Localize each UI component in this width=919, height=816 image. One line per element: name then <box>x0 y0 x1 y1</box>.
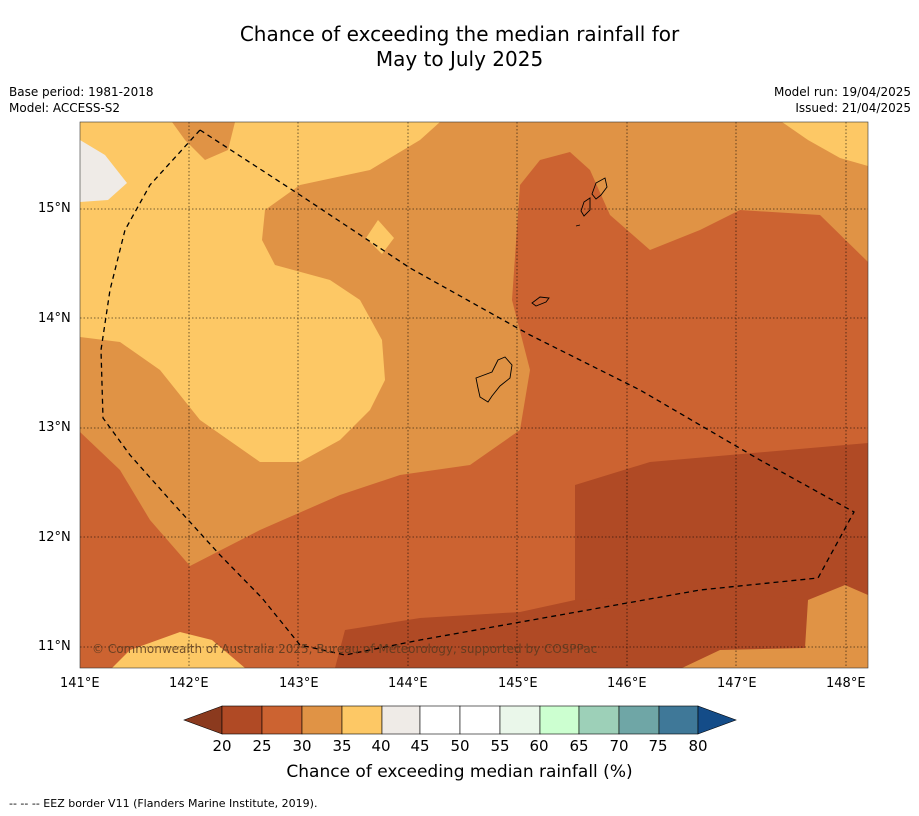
eez-footnote: -- -- -- EEZ border V11 (Flanders Marine… <box>9 797 318 810</box>
cbar-label-75: 75 <box>648 737 668 755</box>
colorbar-extend-low <box>183 705 223 735</box>
zone-30-35-notch <box>172 122 235 160</box>
cbar-label-50: 50 <box>450 737 470 755</box>
colorbar-bin-45-50 <box>419 705 461 735</box>
title-line-2: May to July 2025 <box>375 47 544 71</box>
zone-40-45 <box>80 140 127 202</box>
island-rota <box>531 296 550 307</box>
lon-tick-147: 147°E <box>717 676 757 691</box>
colorbar-bin-55-60 <box>499 705 541 735</box>
island-saipan <box>591 177 608 200</box>
lon-tick-142: 142°E <box>169 676 209 691</box>
island-guam <box>475 356 513 403</box>
colorbar-bin-70-75 <box>618 705 660 735</box>
islands <box>475 177 608 403</box>
lon-tick-143: 143°E <box>279 676 319 691</box>
colorbar-bin-25-30 <box>261 705 303 735</box>
lon-tick-144: 144°E <box>388 676 428 691</box>
cbar-label-30: 30 <box>292 737 312 755</box>
cbar-label-80: 80 <box>688 737 708 755</box>
colorbar-bin-75-80 <box>658 705 699 735</box>
lat-tick-14: 14°N <box>38 311 71 326</box>
cbar-label-20: 20 <box>212 737 232 755</box>
model-run: Model run: 19/04/2025 <box>773 85 911 99</box>
colorbar-bin-20-25 <box>221 705 263 735</box>
zone-30-35-southeast <box>682 585 868 668</box>
cbar-label-65: 65 <box>569 737 589 755</box>
copyright-notice: © Commonwealth of Australia 2025, Bureau… <box>92 642 598 656</box>
issued-date: Issued: 21/04/2025 <box>795 101 911 115</box>
zone-20-25-south <box>335 590 868 668</box>
title-line-1: Chance of exceeding the median rainfall … <box>239 22 680 46</box>
meta-right: Model run: 19/04/2025 Issued: 21/04/2025 <box>774 84 911 116</box>
colorbar <box>183 705 737 735</box>
base-period: Base period: 1981-2018 <box>9 85 154 99</box>
cbar-label-60: 60 <box>529 737 549 755</box>
colorbar-bin-40-45 <box>381 705 421 735</box>
chart-title: Chance of exceeding the median rainfall … <box>0 22 919 72</box>
cbar-label-55: 55 <box>490 737 510 755</box>
probability-map <box>80 122 868 668</box>
colorbar-bin-30-35 <box>301 705 343 735</box>
gridlines <box>80 122 868 668</box>
lat-tick-12: 12°N <box>38 530 71 545</box>
zone-35-40-northeast <box>782 122 868 166</box>
meta-left: Base period: 1981-2018 Model: ACCESS-S2 <box>9 84 154 116</box>
lon-tick-146: 146°E <box>607 676 647 691</box>
zone-35-40-southwest <box>112 632 245 668</box>
island-farallon <box>575 224 581 227</box>
lon-tick-141: 141°E <box>60 676 100 691</box>
colorbar-bin-65-70 <box>578 705 620 735</box>
lat-tick-11: 11°N <box>38 639 71 654</box>
model-name: Model: ACCESS-S2 <box>9 101 121 115</box>
island-tinian <box>580 197 591 217</box>
colorbar-bin-50-55 <box>459 705 501 735</box>
lat-tick-13: 13°N <box>38 420 71 435</box>
cbar-label-45: 45 <box>410 737 430 755</box>
cbar-label-70: 70 <box>609 737 629 755</box>
colorbar-extend-high <box>697 705 737 735</box>
cbar-label-25: 25 <box>252 737 272 755</box>
colorbar-bin-60-65 <box>539 705 580 735</box>
lat-tick-15: 15°N <box>38 201 71 216</box>
lon-tick-148: 148°E <box>826 676 866 691</box>
colorbar-title: Chance of exceeding median rainfall (%) <box>286 762 633 782</box>
eez-border <box>100 129 855 656</box>
zone-35-40-west <box>80 122 440 462</box>
zone-35-40-diamond <box>366 220 394 254</box>
cbar-label-35: 35 <box>332 737 352 755</box>
map-frame <box>79 121 869 669</box>
lon-tick-145: 145°E <box>498 676 538 691</box>
cbar-label-40: 40 <box>371 737 391 755</box>
colorbar-bin-35-40 <box>341 705 383 735</box>
